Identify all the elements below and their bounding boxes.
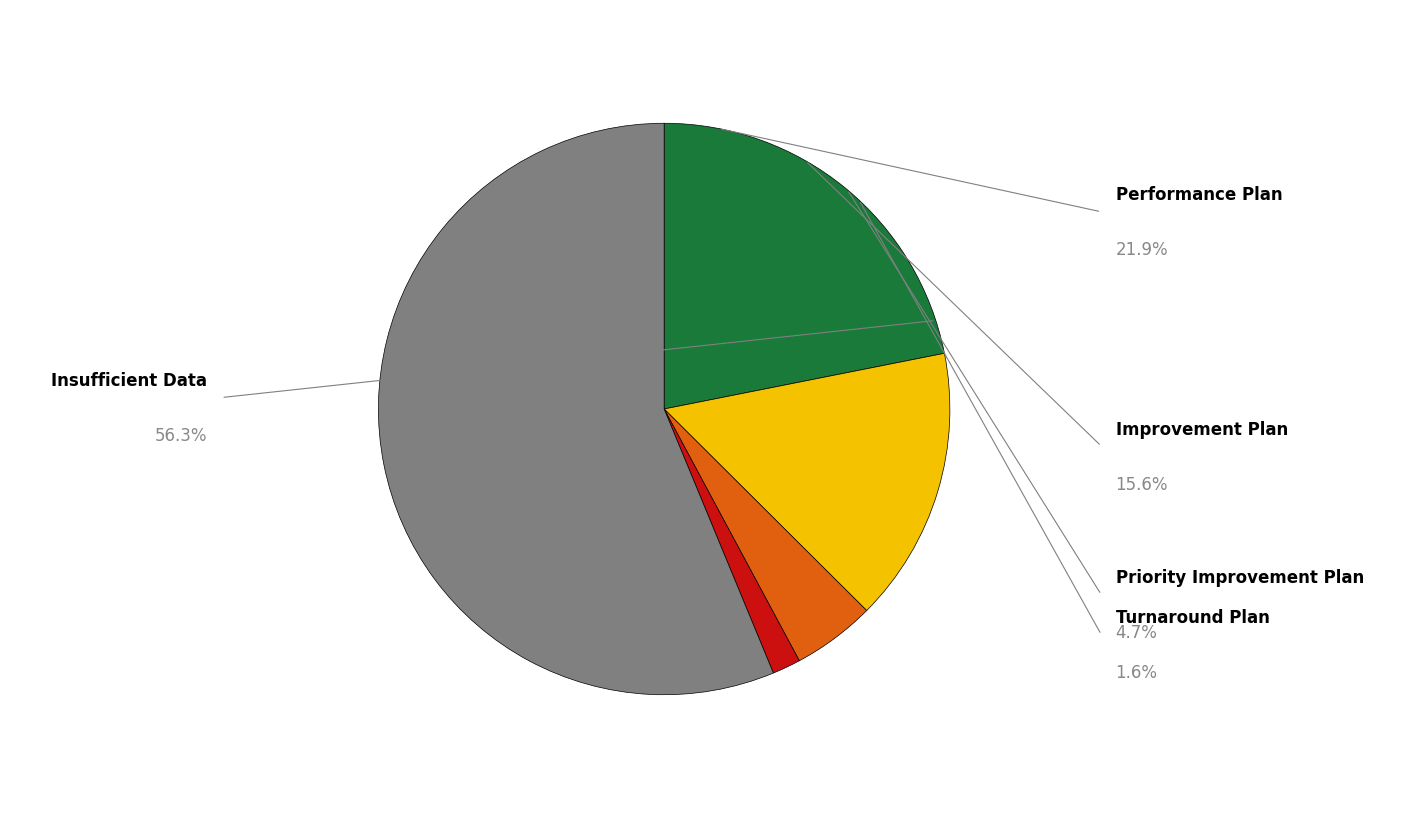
Wedge shape [664, 410, 800, 673]
Text: 1.6%: 1.6% [1115, 663, 1157, 681]
Text: 21.9%: 21.9% [1115, 241, 1168, 259]
Text: Insufficient Data: Insufficient Data [51, 372, 207, 390]
Text: Improvement Plan: Improvement Plan [1115, 420, 1288, 438]
Wedge shape [664, 124, 945, 410]
Wedge shape [378, 124, 773, 695]
Text: 15.6%: 15.6% [1115, 475, 1168, 493]
Text: Priority Improvement Plan: Priority Improvement Plan [1115, 568, 1364, 586]
Text: 4.7%: 4.7% [1115, 623, 1157, 641]
Wedge shape [664, 410, 866, 661]
Text: Turnaround Plan: Turnaround Plan [1115, 609, 1270, 627]
Text: 56.3%: 56.3% [155, 427, 207, 445]
Text: Performance Plan: Performance Plan [1115, 186, 1282, 204]
Wedge shape [664, 354, 950, 611]
